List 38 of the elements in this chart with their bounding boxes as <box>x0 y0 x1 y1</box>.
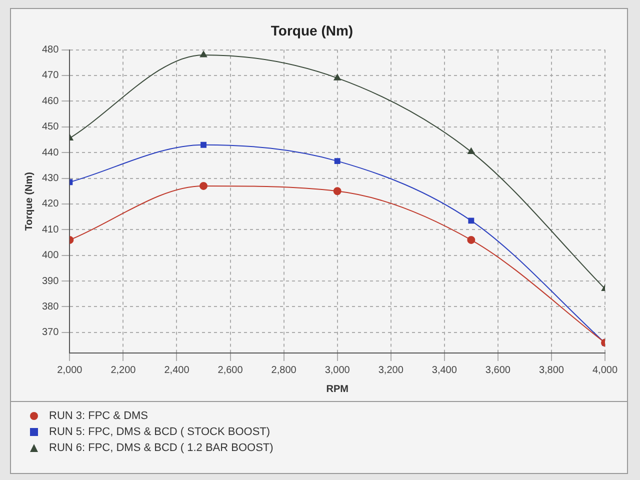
chart-title: Torque (Nm) <box>270 22 354 38</box>
point <box>334 74 341 80</box>
x-tick-label: 3,400 <box>432 364 458 376</box>
y-tick-label: 430 <box>42 173 60 184</box>
point <box>200 142 206 148</box>
legend-label: RUN 3: FPC & DMS <box>49 410 148 422</box>
x-tick-label: 2,600 <box>218 364 244 376</box>
point <box>467 236 476 244</box>
x-tick-label: 2,000 <box>57 364 83 376</box>
y-tick-label: 410 <box>42 224 60 236</box>
y-tick-label: 420 <box>42 198 60 210</box>
x-tick-label: 2,400 <box>164 364 190 376</box>
point <box>468 218 474 224</box>
y-axis-title: Torque (Nm) <box>24 172 35 231</box>
x-tick-label: 3,800 <box>538 364 564 376</box>
y-tick-label: 370 <box>42 327 60 338</box>
y-tick-label: 480 <box>42 44 60 56</box>
x-tick-label: 2,200 <box>110 364 136 376</box>
x-tick-label: 2,800 <box>271 364 297 376</box>
y-tick-label: 470 <box>42 70 60 82</box>
point <box>200 50 208 58</box>
x-axis-title: RPM <box>326 384 348 395</box>
x-tick-label: 3,000 <box>324 364 350 376</box>
y-tick-label: 460 <box>42 96 60 107</box>
x-tick-label: 3,200 <box>378 364 404 376</box>
point <box>334 158 340 164</box>
y-tick-label: 440 <box>42 147 60 158</box>
legend-label: RUN 6: FPC, DMS & BCD ( 1.2 BAR BOOST) <box>49 442 274 454</box>
y-tick-label: 450 <box>42 122 60 133</box>
x-tick-label: 3,600 <box>485 364 511 376</box>
y-tick-label: 390 <box>42 276 60 287</box>
legend-label: RUN 5: FPC, DMS & BCD ( STOCK BOOST) <box>49 426 270 438</box>
x-tick-label: 4,000 <box>592 364 618 376</box>
point <box>200 182 208 190</box>
point <box>468 148 475 154</box>
y-tick-label: 380 <box>42 302 60 312</box>
y-tick-label: 400 <box>42 250 60 262</box>
point <box>333 187 342 196</box>
